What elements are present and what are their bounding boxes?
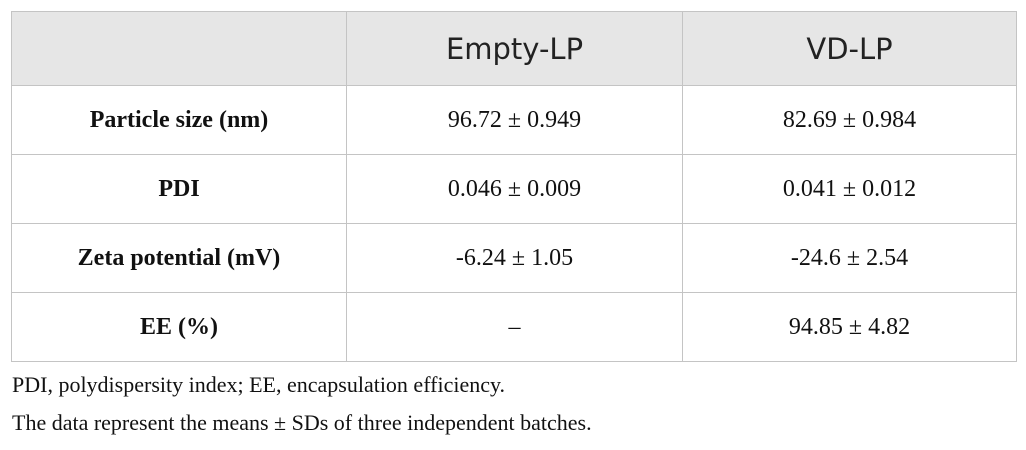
cell: 94.85 ± 4.82 <box>682 292 1017 362</box>
column-header: VD-LP <box>682 11 1017 86</box>
row-header: Particle size (nm) <box>11 85 347 155</box>
column-header: Empty-LP <box>346 11 683 86</box>
corner-cell <box>11 11 347 86</box>
table-row: Zeta potential (mV) -6.24 ± 1.05 -24.6 ± 2… <box>11 223 1017 293</box>
cell: 96.72 ± 0.949 <box>346 85 683 155</box>
data-table: Empty-LP VD-LP Particle size (nm) 96.72 ± … <box>11 11 1017 362</box>
row-header: EE (%) <box>11 292 347 362</box>
row-header: PDI <box>11 154 347 224</box>
table-row: PDI 0.046 ± 0.009 0.041 ± 0.012 <box>11 154 1017 224</box>
cell: -6.24 ± 1.05 <box>346 223 683 293</box>
header-row: Empty-LP VD-LP <box>11 11 1017 86</box>
cell: 0.046 ± 0.009 <box>346 154 683 224</box>
cell: 0.041 ± 0.012 <box>682 154 1017 224</box>
row-header: Zeta potential (mV) <box>11 223 347 293</box>
cell: 82.69 ± 0.984 <box>682 85 1017 155</box>
table-row: Particle size (nm) 96.72 ± 0.949 82.69 ± 0… <box>11 85 1017 155</box>
table-row: EE (%) –94.85 ± 4.82 <box>11 292 1017 362</box>
cell: -24.6 ± 2.54 <box>682 223 1017 293</box>
footnote: PDI, polydispersity index; EE, encapsula… <box>12 372 506 397</box>
footnote: The data represent the means ± SDs of th… <box>12 410 592 435</box>
cell: – <box>346 292 683 362</box>
